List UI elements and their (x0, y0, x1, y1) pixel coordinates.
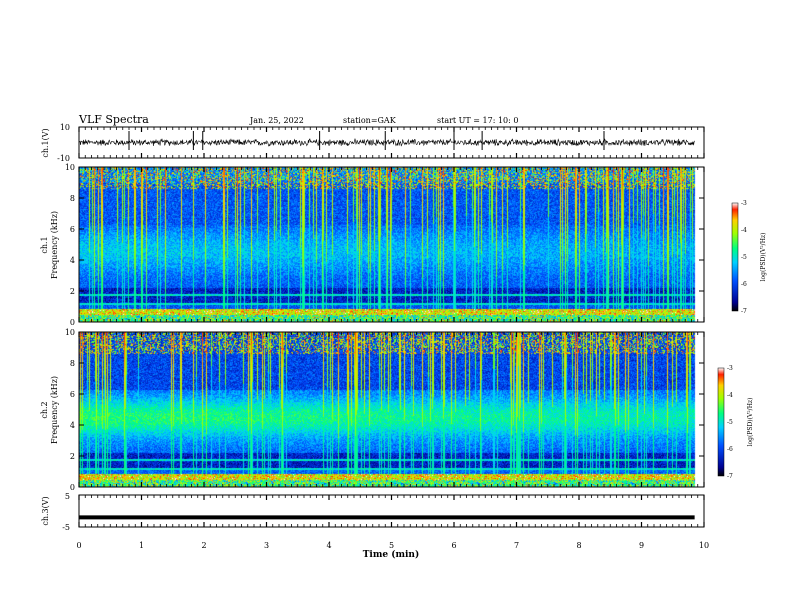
time-tick-label: 6 (451, 541, 456, 550)
ch1-ylabel: ch.1(V) (41, 128, 50, 157)
ch1-colorbar: -3 -4 -5 -6 -7 log(PSD)(V²/Hz) (731, 200, 767, 315)
freq-tick-label: 10 (65, 163, 75, 172)
time-axis-label: Time (min) (363, 549, 420, 560)
colorbar-tick-label: -6 (741, 281, 747, 288)
header-station: station=GAK (343, 116, 397, 125)
ch2-colorbar: -3 -4 -5 -6 -7 log(PSD)(V²/Hz) (717, 365, 754, 480)
ch1-spectrogram-ylabel-1: ch.1 (40, 236, 49, 253)
freq-tick-label: 2 (70, 287, 75, 296)
time-tick-label: 10 (699, 541, 709, 550)
ch1-colorbar-ticks: -3 -4 -5 -6 -7 (741, 200, 747, 315)
time-tick-label: 3 (264, 541, 269, 550)
time-tick-label: 2 (201, 541, 206, 550)
freq-tick-label: 0 (70, 483, 75, 492)
colorbar-tick-label: -6 (727, 446, 733, 453)
ch1-waveform-spikes (128, 131, 605, 150)
ch2-colorbar-label: log(PSD)(V²/Hz) (747, 398, 754, 447)
ch1-waveform-line (79, 138, 695, 147)
ch3-ylabel: ch.3(V) (41, 496, 50, 525)
time-tick-label: 9 (639, 541, 644, 550)
colorbar-tick-label: -4 (741, 227, 747, 234)
ch3-waveform-panel: 5 -5 ch.3(V) (41, 492, 705, 532)
colorbar-tick-label: -4 (727, 392, 733, 399)
ch2-spectrogram-yticks: 0 2 4 6 8 10 (65, 328, 704, 492)
time-tick-label: 0 (76, 541, 81, 550)
colorbar-tick-label: -5 (741, 254, 747, 261)
ch2-spectrogram-panel: 0 2 4 6 8 10 ch.2 Frequency (kHz) (40, 328, 705, 492)
ch2-spectrogram-heatmap (79, 332, 704, 487)
colorbar-tick-label: -5 (727, 419, 733, 426)
figure-title: VLF Spectra (78, 113, 149, 126)
colorbar-tick-label: -7 (727, 473, 733, 480)
colorbar-tick-label: -3 (741, 200, 747, 207)
ch1-spectrogram-ylabel-2: Frequency (kHz) (50, 211, 59, 279)
ch1-spectrogram-panel: 0 2 4 6 8 10 ch.1 Frequency (kHz) (40, 163, 705, 327)
header-start-time: start UT = 17: 10: 0 (437, 116, 518, 125)
freq-tick-label: 4 (70, 421, 75, 430)
ch1-ytick-top: 10 (60, 123, 70, 132)
freq-tick-label: 6 (70, 225, 75, 234)
freq-tick-label: 8 (70, 194, 75, 203)
freq-tick-label: 6 (70, 390, 75, 399)
ch2-colorbar-ticks: -3 -4 -5 -6 -7 (727, 365, 733, 480)
colorbar-tick-label: -3 (727, 365, 733, 372)
time-tick-label: 5 (389, 541, 394, 550)
ch2-spectrogram-ylabel-2: Frequency (kHz) (50, 376, 59, 444)
freq-tick-label: 4 (70, 256, 75, 265)
time-tick-label: 7 (514, 541, 519, 550)
ch1-waveform-panel: 10 -10 ch.1(V) (41, 123, 705, 163)
ch1-ytick-bottom: -10 (57, 154, 70, 163)
time-tick-label: 4 (326, 541, 331, 550)
freq-tick-label: 8 (70, 359, 75, 368)
time-tick-label: 8 (576, 541, 581, 550)
freq-tick-label: 2 (70, 452, 75, 461)
freq-tick-label: 10 (65, 328, 75, 337)
ch3-ytick-bottom: -5 (62, 523, 70, 532)
ch1-colorbar-label: log(PSD)(V²/Hz) (760, 233, 767, 282)
time-axis-ticks (78, 127, 705, 527)
ch3-ytick-top: 5 (65, 492, 70, 501)
ch1-spectrogram-heatmap (79, 167, 704, 322)
colorbar-tick-label: -7 (741, 308, 747, 315)
time-tick-label: 1 (139, 541, 144, 550)
ch2-spectrogram-ylabel-1: ch.2 (40, 401, 49, 418)
time-axis-tick-labels: 0 1 2 3 4 5 6 7 8 9 10 (76, 541, 709, 550)
ch1-spectrogram-yticks: 0 2 4 6 8 10 (65, 163, 704, 327)
freq-tick-label: 0 (70, 318, 75, 327)
header-date: Jan. 25, 2022 (249, 116, 304, 125)
